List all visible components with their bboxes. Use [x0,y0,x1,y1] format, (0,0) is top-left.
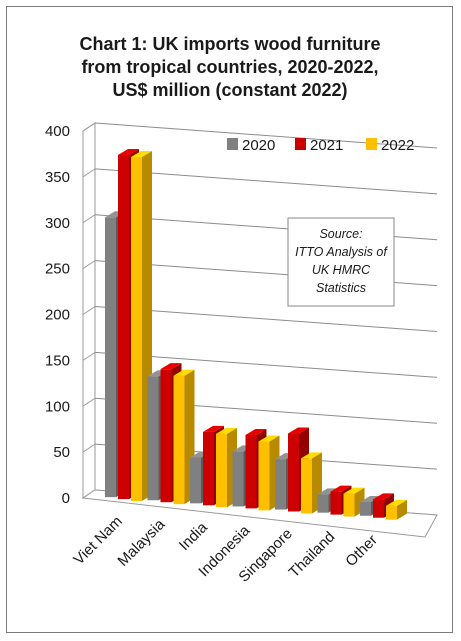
gridline-side [82,122,96,132]
gridline-side [82,168,96,178]
bars [105,149,407,520]
gridline-side [82,397,96,407]
legend-label-2022: 2022 [381,137,414,154]
gridline-side [82,443,96,453]
gridline-side [82,306,96,315]
y-tick-label: 150 [45,352,70,369]
gridline [94,122,438,149]
legend-label-2020: 2020 [242,137,275,154]
chart-title-line-1: Chart 1: UK imports wood furniture [80,34,381,54]
gridline-side [82,351,96,361]
gridline-side [82,260,96,270]
legend-swatch-2020 [227,138,238,150]
y-tick-label: 400 [45,123,70,140]
chart-title-line-3: US$ million (constant 2022) [112,80,347,100]
y-tick-label: 0 [62,490,70,507]
y-tick-label: 50 [53,444,70,461]
x-tick-label: India [176,519,211,554]
source-annotation: Source: ITTO Analysis of UK HMRC Statist… [287,217,395,307]
source-line-1: Source: [319,227,362,241]
bar-other-2022 [386,499,407,520]
chart-title-line-2: from tropical countries, 2020-2022, [81,57,378,77]
y-tick-label: 350 [45,169,70,186]
y-tick-label: 100 [45,398,70,415]
y-tick-label: 300 [45,215,70,232]
legend-label-2021: 2021 [310,137,343,154]
source-line-3: UK HMRC [312,263,371,277]
y-tick-label: 200 [45,307,70,324]
legend-swatch-2022 [366,138,377,150]
source-box [287,217,395,307]
x-tick-label: Other [342,531,381,570]
legend: 2020 2021 2022 [227,137,414,154]
y-tick-label: 250 [45,261,70,278]
source-line-2: ITTO Analysis of [295,245,388,259]
gridline-side [82,214,96,224]
source-line-4: Statistics [316,281,366,295]
legend-swatch-2021 [295,138,306,150]
